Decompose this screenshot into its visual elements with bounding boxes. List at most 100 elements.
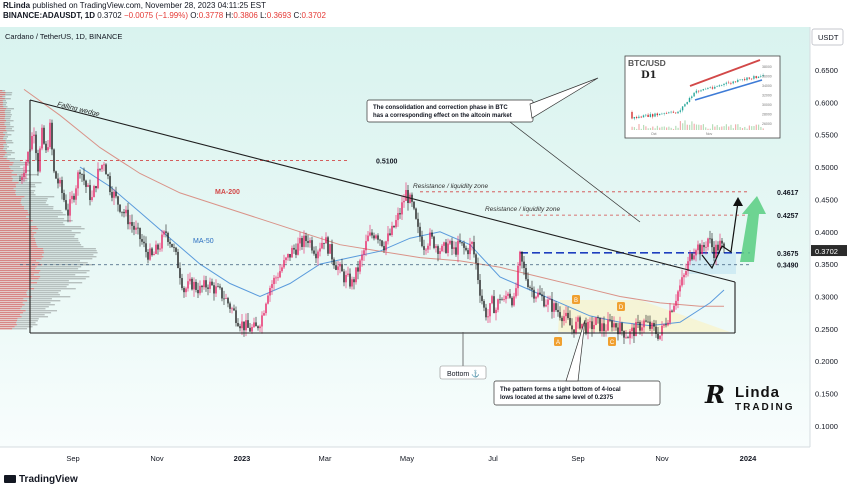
candle-body xyxy=(603,323,605,331)
candle-body xyxy=(409,194,411,203)
candle-body xyxy=(265,303,267,314)
volume-bar-gray xyxy=(15,194,36,196)
candle-body xyxy=(185,288,187,293)
volume-bar-red xyxy=(0,314,21,316)
volume-bar-gray xyxy=(11,176,26,178)
volume-bar-gray xyxy=(27,290,61,292)
btc-inset-y-ticks: 38000 36000 34000 32000 30000 28000 26000 xyxy=(762,65,772,126)
candle-body xyxy=(77,172,79,189)
volume-bar-gray xyxy=(16,324,38,326)
volume-bar-red xyxy=(0,120,7,122)
bottom-label: Bottom ⚓ xyxy=(447,369,480,378)
candle-body xyxy=(213,285,215,294)
candle-body xyxy=(637,321,639,323)
btc-inset-volume-bar xyxy=(693,123,695,130)
volume-bar-gray xyxy=(40,270,90,272)
candle-body xyxy=(317,251,319,259)
volume-bar-gray xyxy=(6,142,14,144)
volume-bar-gray xyxy=(4,110,11,112)
price-axis[interactable] xyxy=(810,27,850,447)
volume-bar-red xyxy=(0,210,28,212)
candle-body xyxy=(51,122,53,150)
volume-bar-red xyxy=(0,190,16,192)
candle-body xyxy=(129,222,131,225)
volume-bar-red xyxy=(0,290,28,292)
candle-body xyxy=(243,321,245,331)
time-axis[interactable] xyxy=(0,447,850,467)
candle-body xyxy=(657,333,659,339)
btc-inset-volume-bar xyxy=(698,124,700,130)
blue-zone xyxy=(688,252,736,274)
candle-body xyxy=(643,320,645,328)
volume-bar-red xyxy=(0,302,23,304)
volume-bar-gray xyxy=(29,224,65,226)
pattern-point-label: A xyxy=(556,340,560,346)
volume-bar-gray xyxy=(35,240,79,242)
btc-inset-body xyxy=(658,113,661,116)
candle-body xyxy=(403,200,405,203)
candle-body xyxy=(613,323,615,328)
volume-bar-red xyxy=(0,244,37,246)
volume-bar-gray xyxy=(20,202,46,204)
currency-box[interactable] xyxy=(811,28,844,46)
volume-bar-red xyxy=(0,188,14,190)
candle-body xyxy=(163,231,165,235)
author-name[interactable]: RLinda xyxy=(3,1,31,10)
tradingview-logo[interactable]: TradingView xyxy=(4,474,78,485)
candle-body xyxy=(683,274,685,278)
candle-body xyxy=(91,197,93,201)
btc-inset-volume-bar xyxy=(705,127,707,130)
volume-bar-gray xyxy=(36,232,81,234)
btc-inset-body xyxy=(686,101,688,105)
volume-bar-red xyxy=(0,112,5,114)
bottom-label-box xyxy=(439,365,487,380)
candle-body xyxy=(351,279,353,287)
pattern-point-marker xyxy=(554,337,562,346)
btc-inset-body xyxy=(721,85,723,86)
candle-body xyxy=(221,287,223,299)
candle-body xyxy=(455,247,457,255)
volume-bar-red xyxy=(0,96,3,98)
btc-inset-body xyxy=(753,76,755,79)
candle-body xyxy=(461,242,463,244)
candle-body xyxy=(481,295,483,302)
candle-body xyxy=(119,204,121,212)
y-tick-label: 0.4000 xyxy=(815,228,838,237)
volume-bar-red xyxy=(0,288,35,290)
volume-bar-gray xyxy=(17,174,38,176)
btc-inset-volume-bar xyxy=(675,125,677,130)
candle-body xyxy=(183,288,185,293)
y-tick-label: 0.5000 xyxy=(815,163,838,172)
btc-inset-upper-channel xyxy=(689,59,761,87)
volume-bar-gray xyxy=(17,318,39,320)
candle-body xyxy=(575,321,577,334)
volume-bar-red xyxy=(0,242,36,244)
last-price-box xyxy=(811,245,847,257)
candle-body xyxy=(447,243,449,253)
candle-body xyxy=(61,179,63,193)
watermark-name: Linda xyxy=(735,384,780,401)
candle-body xyxy=(475,254,477,264)
candle-body xyxy=(39,148,41,172)
candle-body xyxy=(631,327,633,332)
volume-bar-gray xyxy=(15,322,36,324)
volume-bar-gray xyxy=(24,304,55,306)
volume-bar-gray xyxy=(13,162,31,164)
candle-body xyxy=(663,324,665,326)
volume-bar-red xyxy=(0,224,30,226)
btc-inset-body xyxy=(645,114,647,116)
candle-body xyxy=(303,235,305,247)
candle-body xyxy=(135,227,137,230)
btc-inset-volume-bar xyxy=(633,127,635,130)
volume-bar-red xyxy=(0,132,4,134)
callout-top-pointer xyxy=(529,77,599,119)
candle-body xyxy=(85,180,87,187)
volume-bar-gray xyxy=(28,218,65,220)
candle-body xyxy=(311,240,313,251)
volume-bar-red xyxy=(0,266,37,268)
candle-body xyxy=(427,245,429,250)
btc-inset-body xyxy=(734,81,737,83)
candle-body xyxy=(451,240,453,249)
volume-bar-gray xyxy=(2,90,6,92)
btc-inset-x-nov: Nov xyxy=(706,132,712,136)
